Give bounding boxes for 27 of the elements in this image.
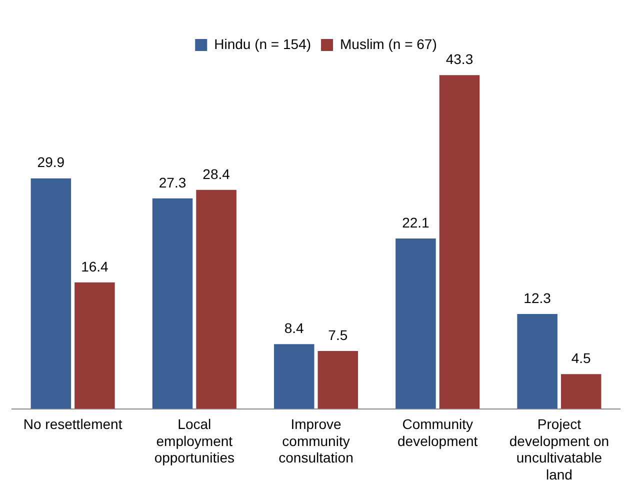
- legend-label: Muslim (n = 67): [340, 36, 437, 52]
- bar: [396, 238, 436, 409]
- bar: [439, 75, 480, 409]
- data-label: 4.5: [571, 350, 592, 366]
- data-label: 29.9: [37, 154, 65, 170]
- data-label: 7.5: [328, 326, 348, 343]
- legend-label: Hindu (n = 154): [214, 36, 312, 52]
- data-label: 22.1: [402, 214, 430, 230]
- x-tick-label: Local employment opportunities: [154, 416, 234, 466]
- data-label: 28.4: [202, 166, 230, 182]
- x-tick-label: Improve community consultation: [278, 416, 354, 466]
- bar: [274, 344, 314, 409]
- x-tick-label: No resettlement: [23, 416, 122, 432]
- data-label: 8.4: [284, 320, 304, 336]
- bar: [30, 178, 72, 409]
- data-label: 12.3: [524, 290, 552, 306]
- x-tick-label: Project development on uncultivatable land: [509, 416, 610, 482]
- data-label: 43.3: [446, 50, 474, 67]
- bar: [196, 190, 236, 409]
- x-tick-label: Community development: [398, 416, 478, 449]
- bar: [152, 198, 193, 409]
- bar: [318, 351, 358, 409]
- bar: [560, 374, 602, 409]
- bar: [74, 282, 115, 409]
- data-label: 27.3: [158, 174, 186, 190]
- bar: [517, 314, 558, 409]
- data-label: 16.4: [81, 258, 109, 274]
